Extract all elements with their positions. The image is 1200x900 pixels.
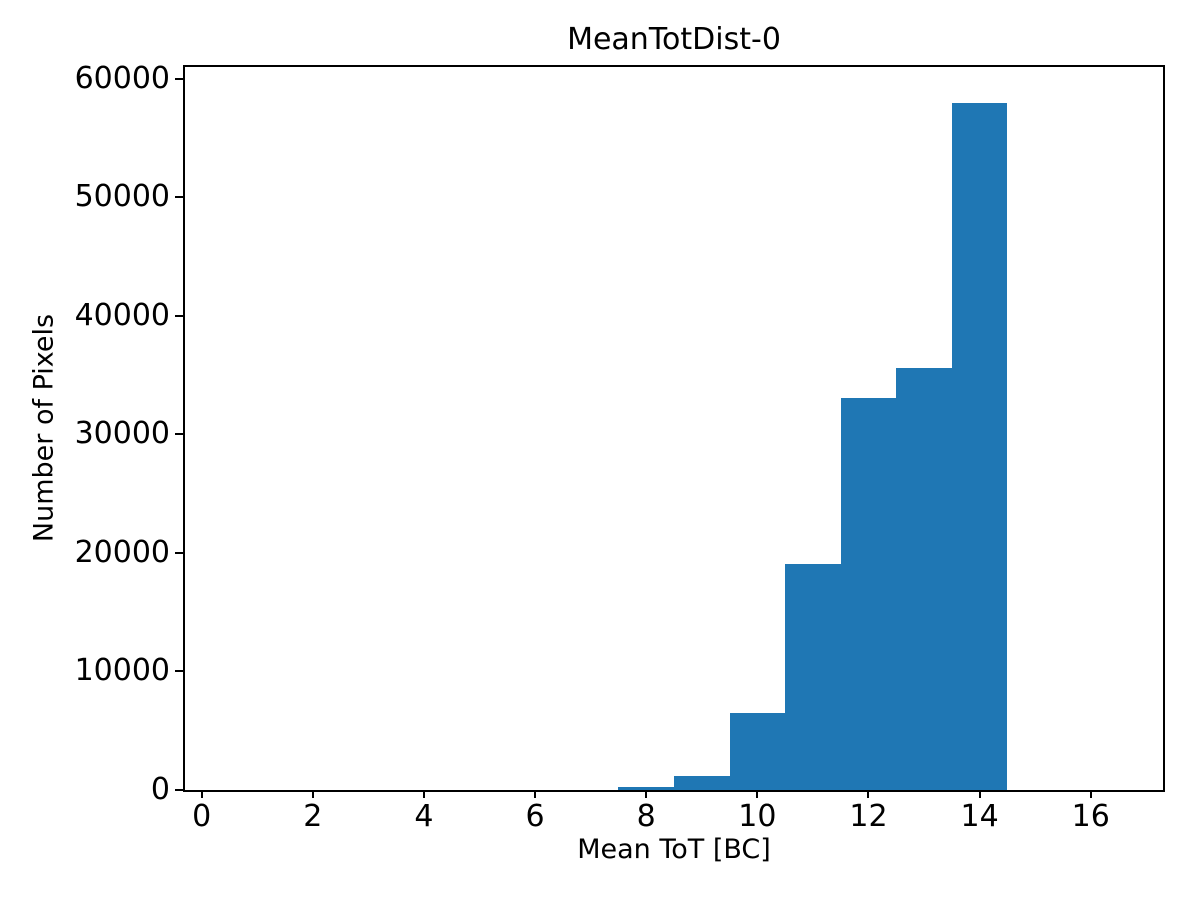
x-tick-label: 2 [303, 799, 323, 834]
x-tick-label: 16 [1071, 799, 1110, 834]
x-tick-label: 4 [414, 799, 434, 834]
y-tick-label: 60000 [74, 60, 170, 96]
chart-title: MeanTotDist-0 [567, 22, 781, 57]
y-axis-label: Number of Pixels [28, 313, 60, 543]
x-tick-label: 8 [636, 799, 656, 834]
histogram-bar [896, 368, 952, 790]
y-tick-label: 30000 [74, 416, 170, 452]
x-tick [867, 790, 870, 798]
histogram-bar [618, 786, 674, 790]
x-tick-label: 12 [849, 799, 888, 834]
y-tick-label: 50000 [74, 179, 170, 215]
y-tick [175, 77, 185, 80]
histogram-bar [840, 397, 897, 790]
x-tick [756, 790, 759, 798]
x-tick [422, 790, 425, 798]
y-tick-label: 40000 [74, 297, 170, 333]
x-axis-label: Mean ToT [BC] [577, 834, 771, 865]
y-tick [175, 789, 185, 791]
x-tick [1089, 790, 1092, 798]
y-tick-label: 0 [150, 772, 170, 807]
x-tick [645, 790, 648, 798]
x-tick [978, 790, 981, 798]
x-tick-label: 10 [738, 799, 777, 834]
x-tick-label: 6 [525, 799, 545, 834]
histogram-bar [785, 563, 841, 790]
plot-area: 0 2 4 6 8 10 12 14 16 0 10000 20000 30000 40000 50000 6… [75, 62, 1165, 834]
x-tick-label: 0 [192, 799, 212, 834]
y-tick-label: 20000 [74, 534, 170, 570]
x-tick-label: 14 [960, 799, 999, 834]
y-tick [175, 551, 185, 554]
x-tick [534, 790, 537, 798]
y-tick [175, 314, 185, 317]
y-tick [175, 670, 185, 673]
histogram-bar [674, 775, 730, 790]
histogram-bar [951, 102, 1008, 790]
x-tick [311, 790, 314, 798]
y-tick-label: 10000 [74, 653, 170, 689]
y-tick [175, 433, 185, 436]
histogram-bar [729, 712, 786, 790]
y-tick [175, 196, 185, 199]
x-tick [200, 790, 203, 798]
